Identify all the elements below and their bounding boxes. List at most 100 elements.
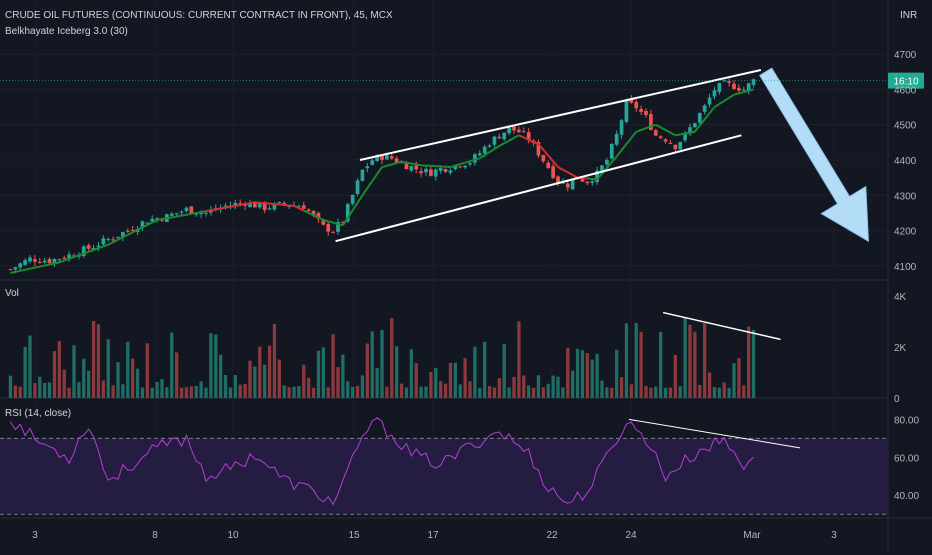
volume-bar[interactable] — [620, 377, 623, 398]
volume-bar[interactable] — [102, 380, 105, 398]
price-candle[interactable] — [664, 139, 668, 141]
price-candle[interactable] — [713, 90, 717, 96]
volume-bar[interactable] — [586, 353, 589, 398]
volume-bar[interactable] — [375, 368, 378, 398]
volume-bar[interactable] — [605, 387, 608, 398]
volume-bar[interactable] — [483, 342, 486, 398]
volume-bar[interactable] — [742, 385, 745, 398]
volume-bar[interactable] — [307, 378, 310, 398]
volume-bar[interactable] — [28, 336, 31, 398]
volume-bar[interactable] — [542, 387, 545, 398]
volume-bar[interactable] — [82, 359, 85, 398]
volume-bar[interactable] — [107, 339, 110, 398]
volume-bar[interactable] — [229, 388, 232, 398]
price-candle[interactable] — [703, 105, 707, 111]
volume-bar[interactable] — [243, 384, 246, 398]
volume-bar[interactable] — [258, 347, 261, 398]
volume-bar[interactable] — [361, 375, 364, 398]
volume-bar[interactable] — [664, 388, 667, 398]
volume-bar[interactable] — [439, 381, 442, 398]
volume-bar[interactable] — [63, 370, 66, 398]
volume-bar[interactable] — [610, 388, 613, 398]
volume-bar[interactable] — [468, 381, 471, 398]
price-candle[interactable] — [581, 179, 585, 182]
volume-bar[interactable] — [527, 385, 530, 398]
volume-bar[interactable] — [551, 376, 554, 398]
volume-bar[interactable] — [287, 387, 290, 398]
price-candle[interactable] — [101, 238, 105, 244]
volume-bar[interactable] — [136, 369, 139, 398]
volume-bar[interactable] — [67, 388, 70, 398]
price-candle[interactable] — [365, 166, 369, 168]
volume-bar[interactable] — [547, 384, 550, 398]
volume-bar[interactable] — [253, 367, 256, 398]
volume-bar[interactable] — [454, 363, 457, 398]
volume-bar[interactable] — [239, 385, 242, 398]
volume-bar[interactable] — [214, 334, 217, 398]
volume-bar[interactable] — [14, 386, 17, 398]
price-candle[interactable] — [326, 224, 330, 232]
volume-bar[interactable] — [111, 385, 114, 398]
volume-bar[interactable] — [493, 388, 496, 398]
volume-bar[interactable] — [97, 324, 100, 398]
price-candle[interactable] — [204, 213, 208, 214]
volume-bar[interactable] — [390, 318, 393, 398]
volume-bar[interactable] — [48, 382, 51, 398]
volume-bar[interactable] — [190, 386, 193, 398]
volume-bar[interactable] — [649, 388, 652, 398]
price-candle[interactable] — [18, 263, 22, 267]
volume-bar[interactable] — [595, 354, 598, 398]
price-candle[interactable] — [590, 181, 594, 183]
price-candle[interactable] — [277, 202, 281, 203]
volume-bar[interactable] — [195, 386, 198, 398]
volume-bar[interactable] — [591, 360, 594, 398]
price-candle[interactable] — [48, 259, 52, 263]
price-candle[interactable] — [488, 145, 492, 146]
volume-bar[interactable] — [131, 359, 134, 398]
price-candle[interactable] — [522, 131, 526, 132]
price-candle[interactable] — [493, 137, 497, 145]
volume-bar[interactable] — [366, 343, 369, 398]
volume-bar[interactable] — [415, 363, 418, 398]
volume-bar[interactable] — [625, 323, 628, 398]
volume-bar[interactable] — [698, 385, 701, 398]
price-candle[interactable] — [57, 259, 61, 260]
volume-bar[interactable] — [576, 349, 579, 398]
price-candle[interactable] — [727, 81, 731, 83]
volume-bar[interactable] — [395, 346, 398, 398]
volume-bar[interactable] — [410, 349, 413, 398]
price-candle[interactable] — [585, 182, 589, 183]
volume-bar[interactable] — [478, 388, 481, 398]
volume-bar[interactable] — [268, 346, 271, 398]
volume-bar[interactable] — [165, 387, 168, 398]
price-candle[interactable] — [331, 232, 335, 233]
price-candle[interactable] — [502, 133, 506, 140]
volume-bar[interactable] — [434, 368, 437, 398]
volume-bar[interactable] — [727, 388, 730, 398]
volume-bar[interactable] — [248, 361, 251, 398]
volume-bar[interactable] — [581, 350, 584, 398]
price-candle[interactable] — [439, 168, 443, 171]
price-candle[interactable] — [106, 239, 110, 240]
volume-bar[interactable] — [507, 387, 510, 398]
price-candle[interactable] — [571, 180, 575, 189]
price-candle[interactable] — [175, 213, 179, 214]
volume-bar[interactable] — [517, 321, 520, 398]
price-candle[interactable] — [23, 260, 27, 265]
price-candle[interactable] — [610, 144, 614, 159]
price-candle[interactable] — [541, 155, 545, 161]
price-candle[interactable] — [659, 136, 663, 138]
volume-bar[interactable] — [659, 332, 662, 398]
price-candle[interactable] — [722, 80, 726, 81]
volume-bar[interactable] — [199, 381, 202, 398]
volume-bar[interactable] — [512, 377, 515, 398]
volume-bar[interactable] — [723, 382, 726, 398]
price-candle[interactable] — [546, 163, 550, 168]
volume-bar[interactable] — [170, 333, 173, 398]
volume-bar[interactable] — [674, 355, 677, 398]
price-candle[interactable] — [678, 142, 682, 149]
price-candle[interactable] — [38, 262, 42, 263]
volume-bar[interactable] — [385, 387, 388, 398]
volume-bar[interactable] — [224, 375, 227, 398]
volume-bar[interactable] — [351, 387, 354, 398]
